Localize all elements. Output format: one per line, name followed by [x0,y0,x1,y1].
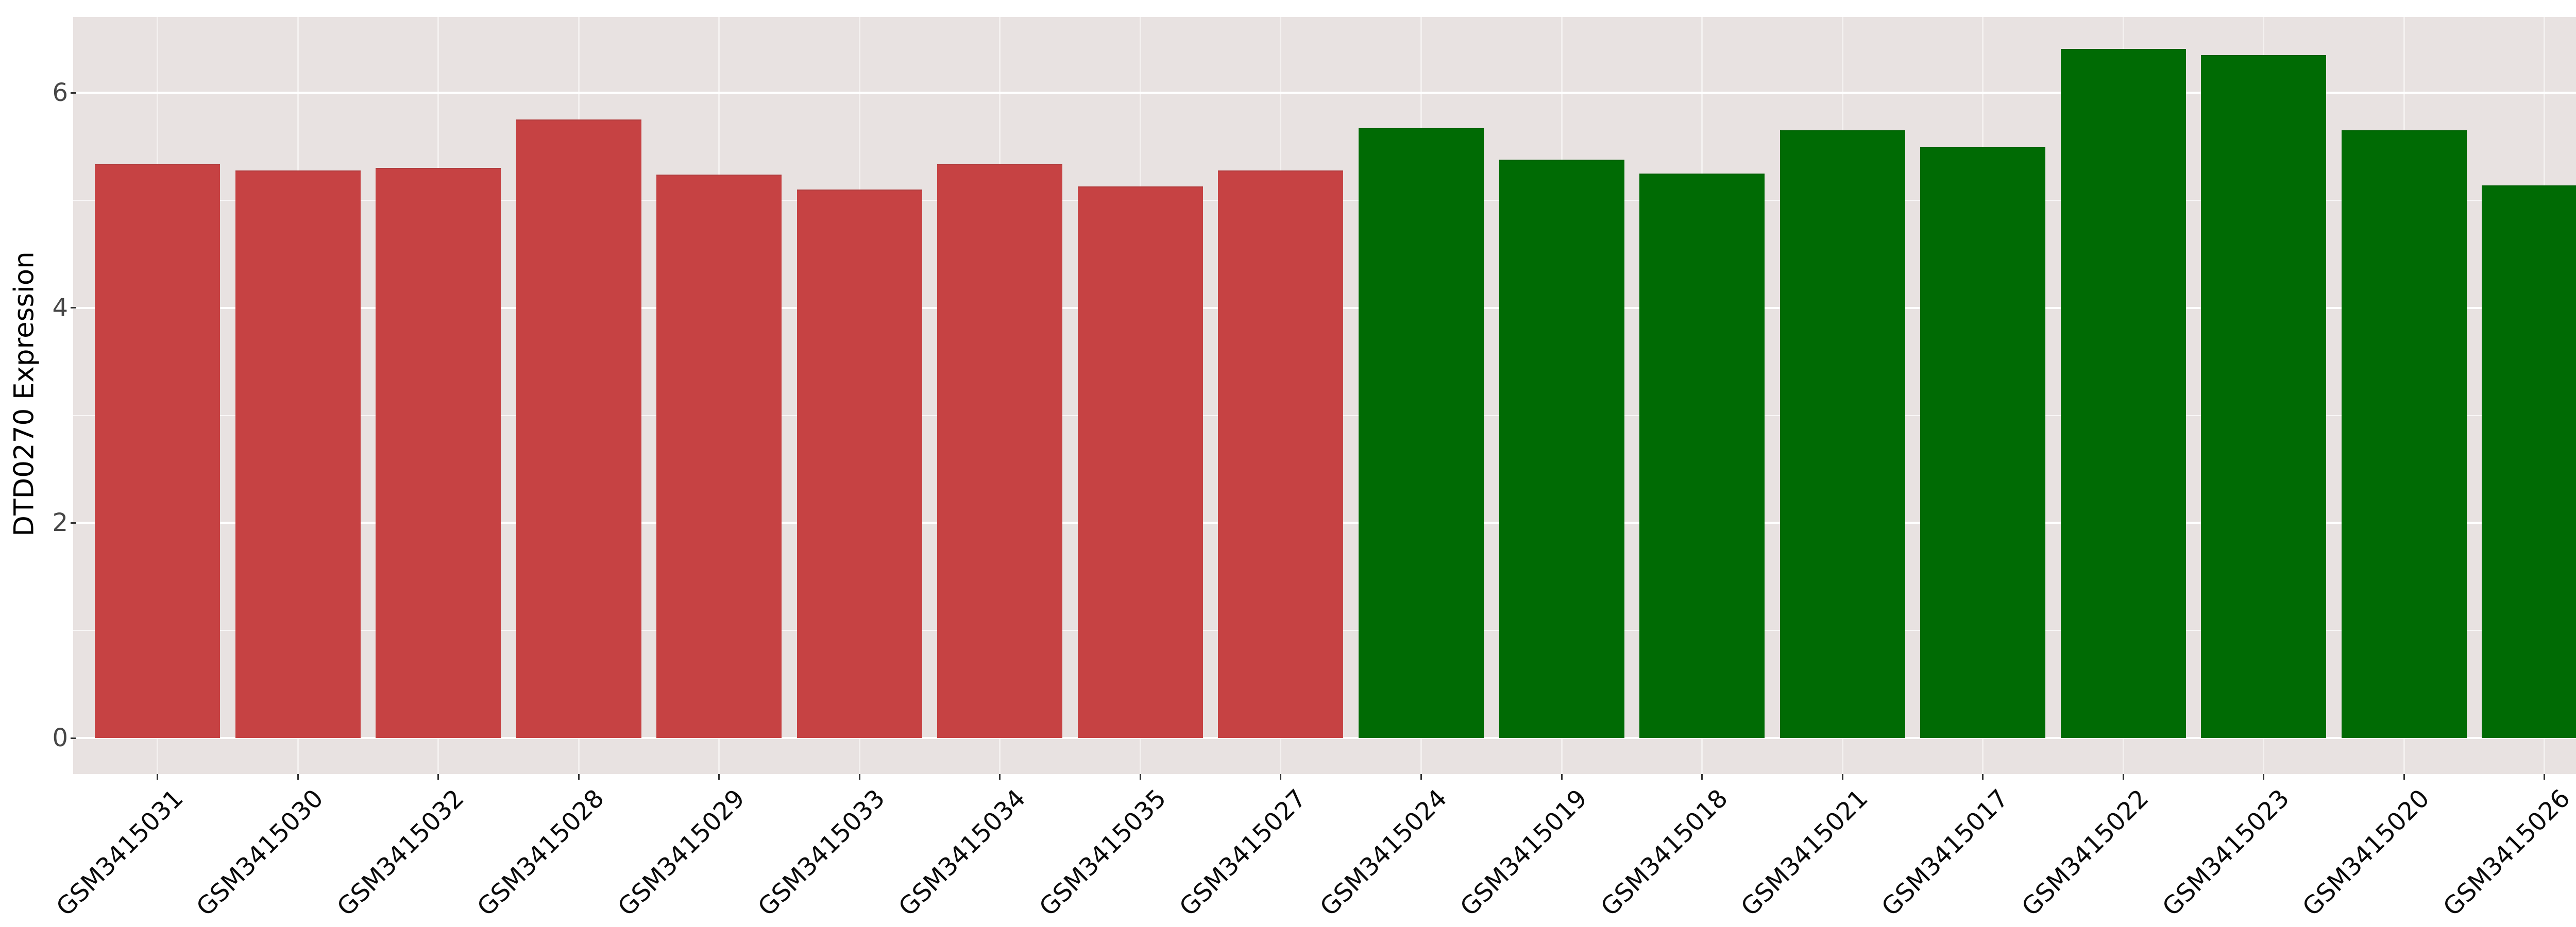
x-tick-mark [858,774,860,780]
x-tick-label-GSM3415019: GSM3415019 [1454,784,1593,922]
bar-GSM3415034 [937,164,1063,738]
bar-GSM3415018 [1639,174,1765,738]
bar-GSM3415032 [376,168,501,738]
x-tick-label-GSM3415033: GSM3415033 [752,784,891,922]
x-tick-label-GSM3415032: GSM3415032 [331,784,470,922]
x-tick-label-GSM3415021: GSM3415021 [1735,784,1874,922]
bar-GSM3415030 [235,170,361,738]
bar-GSM3415023 [2201,55,2327,738]
x-tick-label-GSM3415034: GSM3415034 [893,784,1031,922]
x-tick-mark [1280,774,1282,780]
x-tick-mark [437,774,439,780]
x-tick-mark [718,774,720,780]
bar-GSM3415017 [1920,147,2046,738]
x-tick-label-GSM3415031: GSM3415031 [50,784,189,922]
x-tick-mark [578,774,580,780]
x-tick-label-GSM3415022: GSM3415022 [2016,784,2155,922]
y-tick-mark [71,92,76,94]
x-tick-mark [1701,774,1703,780]
y-tick-label-4: 4 [52,293,68,322]
y-tick-label-2: 2 [52,508,68,538]
bar-GSM3415035 [1077,186,1203,738]
x-tick-mark [1420,774,1422,780]
x-tick-mark [157,774,158,780]
bar-GSM3415020 [2341,130,2467,738]
bar-GSM3415022 [2060,49,2186,738]
x-tick-mark [2122,774,2124,780]
bar-GSM3415021 [1780,130,1905,738]
x-tick-mark [1982,774,1984,780]
major-gridline-y0 [73,737,2576,739]
bar-GSM3415028 [516,119,641,738]
y-tick-mark [71,737,76,739]
x-tick-label-GSM3415017: GSM3415017 [1876,784,2014,922]
x-tick-label-GSM3415030: GSM3415030 [191,784,329,922]
x-tick-mark [1841,774,1843,780]
x-tick-mark [2263,774,2265,780]
bar-GSM3415029 [656,175,782,738]
x-tick-label-GSM3415023: GSM3415023 [2157,784,2295,922]
x-tick-label-GSM3415026: GSM3415026 [2437,784,2576,922]
bar-GSM3415027 [1218,170,1344,738]
x-tick-mark [2544,774,2546,780]
y-tick-mark [71,307,76,309]
major-gridline-y6 [73,92,2576,94]
x-tick-mark [2403,774,2405,780]
x-tick-label-GSM3415029: GSM3415029 [612,784,751,922]
x-tick-label-GSM3415018: GSM3415018 [1595,784,1734,922]
bar-GSM3415033 [796,190,922,738]
x-tick-mark [999,774,1001,780]
plot-panel [73,17,2576,774]
bar-GSM3415031 [95,164,220,738]
bar-GSM3415024 [1358,128,1484,738]
y-tick-label-0: 0 [52,724,68,752]
y-tick-label-6: 6 [52,78,68,108]
x-tick-label-GSM3415035: GSM3415035 [1033,784,1172,922]
x-tick-mark [297,774,299,780]
x-tick-label-GSM3415027: GSM3415027 [1174,784,1312,922]
x-tick-mark [1561,774,1563,780]
bar-GSM3415019 [1499,160,1624,738]
x-tick-label-GSM3415028: GSM3415028 [471,784,610,922]
y-tick-mark [71,522,76,524]
x-tick-mark [1139,774,1141,780]
bar-GSM3415026 [2482,185,2576,738]
x-tick-label-GSM3415024: GSM3415024 [1314,784,1453,922]
x-tick-label-GSM3415020: GSM3415020 [2297,784,2435,922]
